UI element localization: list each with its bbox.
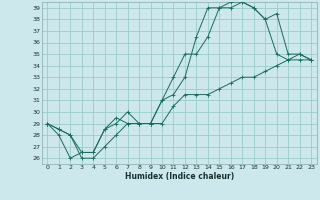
X-axis label: Humidex (Indice chaleur): Humidex (Indice chaleur)	[124, 172, 234, 181]
